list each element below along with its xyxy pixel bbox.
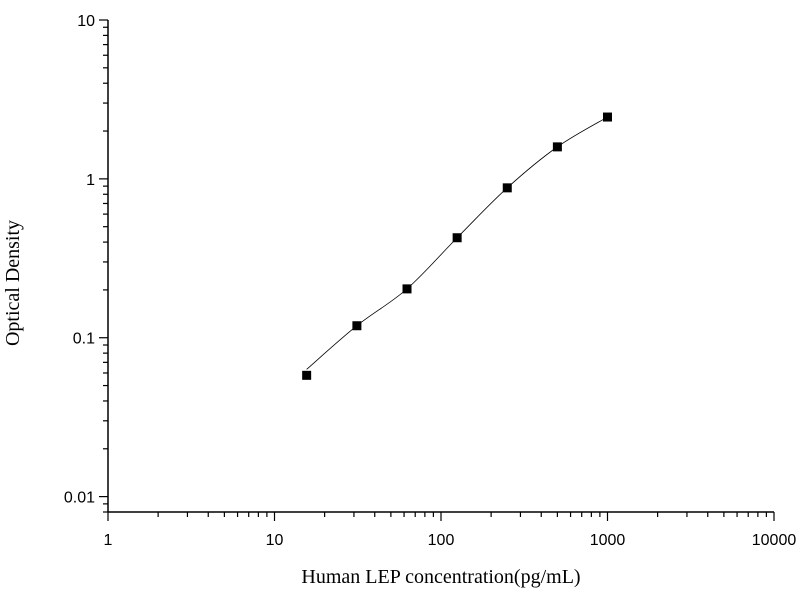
x-axis-title: Human LEP concentration(pg/mL) xyxy=(301,566,580,588)
y-axis-title: Optical Density xyxy=(2,220,24,346)
x-tick-label: 1000 xyxy=(590,532,626,549)
data-point xyxy=(452,233,462,243)
data-point xyxy=(352,321,362,331)
x-tick-label: 10000 xyxy=(752,532,797,549)
data-point xyxy=(302,370,312,380)
x-tick-label: 1 xyxy=(104,532,113,549)
data-point xyxy=(502,183,512,193)
data-point xyxy=(552,142,562,152)
y-tick-label: 0.1 xyxy=(73,331,95,348)
y-tick-label: 10 xyxy=(77,13,95,30)
data-points xyxy=(302,112,612,380)
y-tick-label: 0.01 xyxy=(64,490,95,507)
x-tick-label: 10 xyxy=(266,532,284,549)
fit-curve xyxy=(306,116,608,370)
data-point xyxy=(603,112,612,122)
x-tick-label: 100 xyxy=(428,532,455,549)
data-point xyxy=(402,284,412,294)
y-tick-label: 1 xyxy=(86,172,95,189)
axes: 1 10 100 1000 10000 0.01 0.1 1 10 xyxy=(64,13,796,549)
